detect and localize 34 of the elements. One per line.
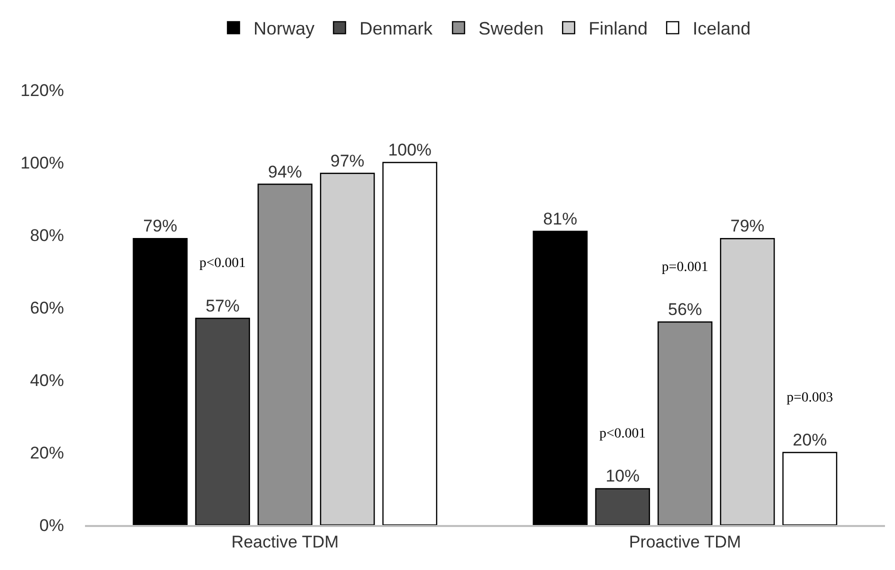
y-tick-label: 120% (20, 80, 64, 100)
y-tick-label: 80% (30, 226, 64, 245)
data-label: 97% (330, 151, 364, 170)
y-tick-label: 40% (30, 370, 64, 390)
y-tick-label: 20% (30, 443, 64, 462)
bar (782, 452, 838, 525)
data-label: 79% (143, 216, 178, 236)
bar (320, 172, 375, 525)
y-tick-label: 0% (39, 516, 64, 535)
legend-label: Denmark (360, 18, 434, 39)
legend-label: Finland (588, 18, 648, 39)
bar (382, 162, 438, 525)
text: p=0.003 20% (786, 390, 834, 450)
data-label: 79% (730, 216, 764, 236)
legend-label: Sweden (478, 18, 544, 39)
text: p<0.001 57% (199, 256, 246, 316)
bar (532, 230, 588, 525)
y-tick-label: 100% (20, 153, 64, 172)
text: p<0.001 10% (599, 426, 646, 486)
legend-label: Iceland (692, 18, 751, 39)
data-label: 94% (268, 162, 302, 182)
bar (258, 184, 312, 525)
bar (132, 238, 188, 525)
x-tick-label: Proactive TDM (628, 532, 742, 552)
bar (720, 238, 775, 525)
data-label: 81% (543, 209, 578, 228)
legend-label: Norway (254, 18, 315, 39)
y-tick-label: 60% (30, 298, 64, 318)
bar (195, 318, 250, 525)
x-tick-label: Reactive TDM (231, 532, 339, 552)
bar (658, 321, 712, 525)
data-label: 100% (388, 140, 432, 160)
bar (595, 488, 650, 525)
text: p=0.001 56% (662, 260, 708, 319)
